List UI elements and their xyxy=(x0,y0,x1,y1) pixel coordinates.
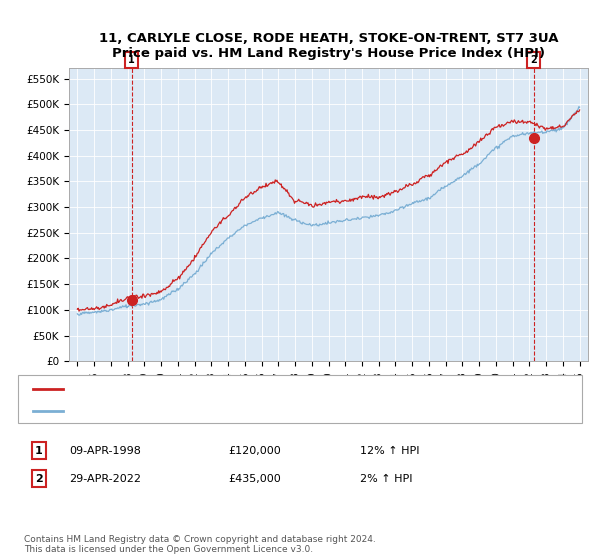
Text: 09-APR-1998: 09-APR-1998 xyxy=(69,446,141,456)
Text: 11, CARLYLE CLOSE, RODE HEATH, STOKE-ON-TRENT, ST7 3UA (detached house): 11, CARLYLE CLOSE, RODE HEATH, STOKE-ON-… xyxy=(69,384,463,394)
Text: 2: 2 xyxy=(530,55,537,66)
Text: 29-APR-2022: 29-APR-2022 xyxy=(69,474,141,484)
Text: 2% ↑ HPI: 2% ↑ HPI xyxy=(360,474,413,484)
Text: Contains HM Land Registry data © Crown copyright and database right 2024.
This d: Contains HM Land Registry data © Crown c… xyxy=(24,535,376,554)
Text: 2: 2 xyxy=(35,474,43,484)
Text: 1: 1 xyxy=(35,446,43,456)
Text: HPI: Average price, detached house, Cheshire East: HPI: Average price, detached house, Ches… xyxy=(69,406,317,416)
Text: £120,000: £120,000 xyxy=(228,446,281,456)
Title: 11, CARLYLE CLOSE, RODE HEATH, STOKE-ON-TRENT, ST7 3UA
Price paid vs. HM Land Re: 11, CARLYLE CLOSE, RODE HEATH, STOKE-ON-… xyxy=(99,32,558,60)
Text: 12% ↑ HPI: 12% ↑ HPI xyxy=(360,446,419,456)
Text: 1: 1 xyxy=(128,55,135,66)
Text: £435,000: £435,000 xyxy=(228,474,281,484)
